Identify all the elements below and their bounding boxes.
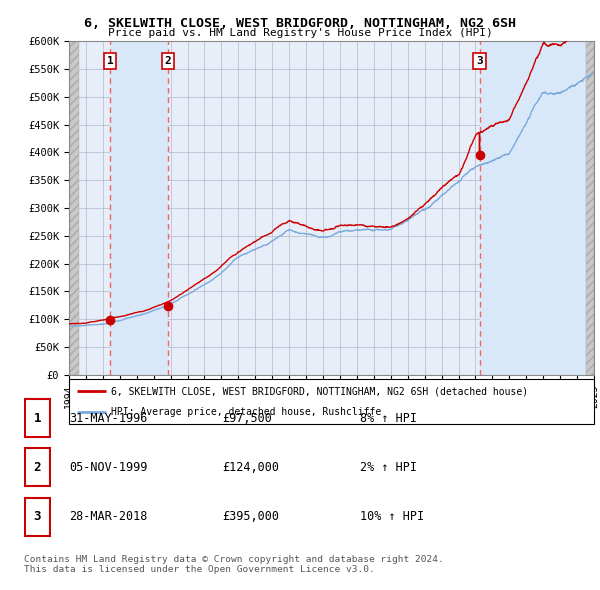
Text: 6, SKELWITH CLOSE, WEST BRIDGFORD, NOTTINGHAM, NG2 6SH: 6, SKELWITH CLOSE, WEST BRIDGFORD, NOTTI… <box>84 17 516 30</box>
Bar <box>586 41 594 375</box>
Text: £395,000: £395,000 <box>222 510 279 523</box>
Text: 1: 1 <box>34 412 41 425</box>
Text: 3: 3 <box>34 510 41 523</box>
Bar <box>110 41 168 375</box>
Text: 2% ↑ HPI: 2% ↑ HPI <box>360 461 417 474</box>
Text: 10% ↑ HPI: 10% ↑ HPI <box>360 510 424 523</box>
Text: £97,500: £97,500 <box>222 412 272 425</box>
Text: 1: 1 <box>107 55 113 65</box>
FancyBboxPatch shape <box>25 399 50 437</box>
FancyBboxPatch shape <box>25 448 50 486</box>
Text: 31-MAY-1996: 31-MAY-1996 <box>69 412 148 425</box>
Text: 8% ↑ HPI: 8% ↑ HPI <box>360 412 417 425</box>
Text: Contains HM Land Registry data © Crown copyright and database right 2024.: Contains HM Land Registry data © Crown c… <box>24 555 444 563</box>
FancyBboxPatch shape <box>25 498 50 536</box>
Text: £124,000: £124,000 <box>222 461 279 474</box>
Bar <box>69 41 79 375</box>
Text: 2: 2 <box>34 461 41 474</box>
FancyBboxPatch shape <box>69 379 594 424</box>
Text: HPI: Average price, detached house, Rushcliffe: HPI: Average price, detached house, Rush… <box>111 407 381 417</box>
Text: 28-MAR-2018: 28-MAR-2018 <box>69 510 148 523</box>
Text: 05-NOV-1999: 05-NOV-1999 <box>69 461 148 474</box>
Text: 3: 3 <box>476 55 483 65</box>
Text: This data is licensed under the Open Government Licence v3.0.: This data is licensed under the Open Gov… <box>24 565 375 574</box>
Text: 2: 2 <box>164 55 171 65</box>
Text: 6, SKELWITH CLOSE, WEST BRIDGFORD, NOTTINGHAM, NG2 6SH (detached house): 6, SKELWITH CLOSE, WEST BRIDGFORD, NOTTI… <box>111 386 528 396</box>
Text: Price paid vs. HM Land Registry's House Price Index (HPI): Price paid vs. HM Land Registry's House … <box>107 28 493 38</box>
Bar <box>479 41 586 375</box>
